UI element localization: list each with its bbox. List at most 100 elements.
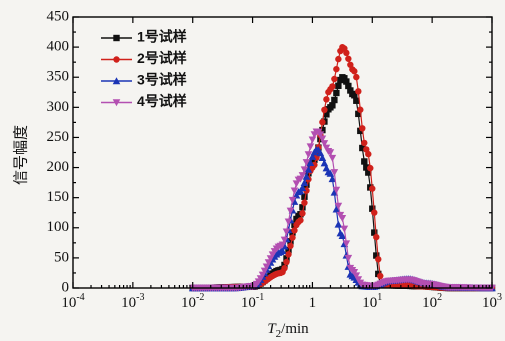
- data-point: [355, 88, 362, 95]
- legend-label: 4号试样: [137, 93, 187, 109]
- data-point: [375, 256, 382, 263]
- data-point: [365, 150, 372, 158]
- x-tick-label: 10-2: [181, 292, 204, 311]
- x-tick-label: 10-4: [61, 292, 84, 311]
- data-point: [301, 199, 308, 206]
- data-point: [300, 179, 309, 187]
- series-4: [188, 128, 496, 292]
- data-point: [331, 75, 338, 83]
- y-tick-label: 300: [47, 99, 70, 115]
- x-tick-label: 10-1: [241, 292, 264, 311]
- legend-entry: 3号试样: [101, 72, 187, 88]
- data-point: [343, 78, 350, 85]
- data-point: [323, 111, 330, 118]
- x-tick-label: 1: [309, 295, 317, 311]
- series-line: [192, 76, 492, 289]
- data-point: [347, 87, 354, 94]
- legend-entry: 4号试样: [101, 93, 187, 109]
- data-point: [306, 143, 315, 151]
- data-point: [280, 236, 289, 244]
- y-tick-label: 350: [47, 69, 70, 85]
- data-point: [341, 75, 348, 82]
- legend: 1号试样 2号试样 3号试样 4号试样: [101, 29, 187, 109]
- x-tick-label: 101: [362, 292, 382, 311]
- data-point: [318, 135, 327, 143]
- y-tick-label: 150: [47, 189, 70, 205]
- data-point: [328, 154, 337, 162]
- data-point: [320, 140, 329, 148]
- data-point: [334, 202, 343, 210]
- data-point: [367, 164, 374, 172]
- x-tick-label: 103: [482, 292, 502, 311]
- data-point: [335, 55, 342, 63]
- data-point: [319, 126, 326, 134]
- data-point: [363, 164, 370, 171]
- data-point: [369, 205, 376, 212]
- data-point: [331, 96, 338, 104]
- data-point: [351, 68, 358, 75]
- data-point: [371, 229, 378, 236]
- data-point: [282, 228, 291, 236]
- y-tick-label: 400: [47, 39, 70, 55]
- y-tick-label: 100: [47, 219, 70, 235]
- data-point: [284, 218, 293, 226]
- data-point: [301, 193, 308, 200]
- data-point: [353, 97, 360, 104]
- data-point: [328, 175, 337, 183]
- data-point: [302, 159, 311, 167]
- data-point: [283, 258, 290, 266]
- data-point: [353, 73, 360, 81]
- data-point: [335, 82, 342, 89]
- data-point: [361, 158, 368, 165]
- legend-label: 2号试样: [137, 50, 187, 66]
- data-point: [373, 233, 380, 241]
- data-point: [283, 255, 290, 262]
- data-point: [285, 247, 292, 254]
- plot-area: [188, 43, 496, 292]
- data-point: [361, 139, 368, 147]
- data-point: [355, 110, 362, 118]
- data-point: [291, 227, 298, 234]
- data-point: [304, 151, 313, 159]
- data-point: [304, 165, 313, 173]
- data-point: [319, 118, 326, 126]
- data-point: [308, 152, 317, 160]
- data-point: [320, 159, 329, 167]
- data-point: [298, 184, 307, 192]
- y-axis-label: 信号幅度: [12, 125, 29, 185]
- data-point: [112, 99, 121, 107]
- data-point: [338, 231, 347, 239]
- data-point: [281, 265, 288, 272]
- y-tick-label: 0: [62, 279, 70, 295]
- data-point: [333, 89, 340, 97]
- data-point: [278, 247, 287, 255]
- data-point: [334, 220, 343, 228]
- y-tick-label: 200: [47, 159, 70, 175]
- legend-entry: 1号试样: [101, 29, 187, 45]
- data-point: [299, 204, 306, 211]
- data-point: [281, 261, 288, 269]
- data-point: [377, 272, 384, 280]
- data-point: [326, 169, 335, 177]
- data-point: [289, 234, 296, 241]
- axes: 0 50 100 150 200 250 300 350 400 450 10-4 10-3 10-2 1…: [47, 8, 503, 311]
- data-point: [357, 127, 364, 135]
- data-point: [287, 238, 294, 245]
- y-tick-label: 50: [54, 249, 69, 265]
- data-point: [299, 210, 306, 217]
- data-point: [338, 215, 347, 223]
- data-point: [333, 65, 340, 73]
- data-point: [302, 172, 311, 180]
- data-point: [371, 209, 378, 216]
- series-1: [189, 74, 496, 292]
- series-line: [192, 46, 492, 289]
- data-point: [351, 92, 358, 99]
- data-point: [300, 166, 309, 174]
- series-line: [192, 131, 493, 289]
- data-point: [345, 55, 352, 62]
- x-tick-label: 102: [422, 292, 442, 311]
- data-point: [357, 106, 364, 113]
- data-point: [285, 251, 292, 258]
- data-point: [359, 125, 366, 132]
